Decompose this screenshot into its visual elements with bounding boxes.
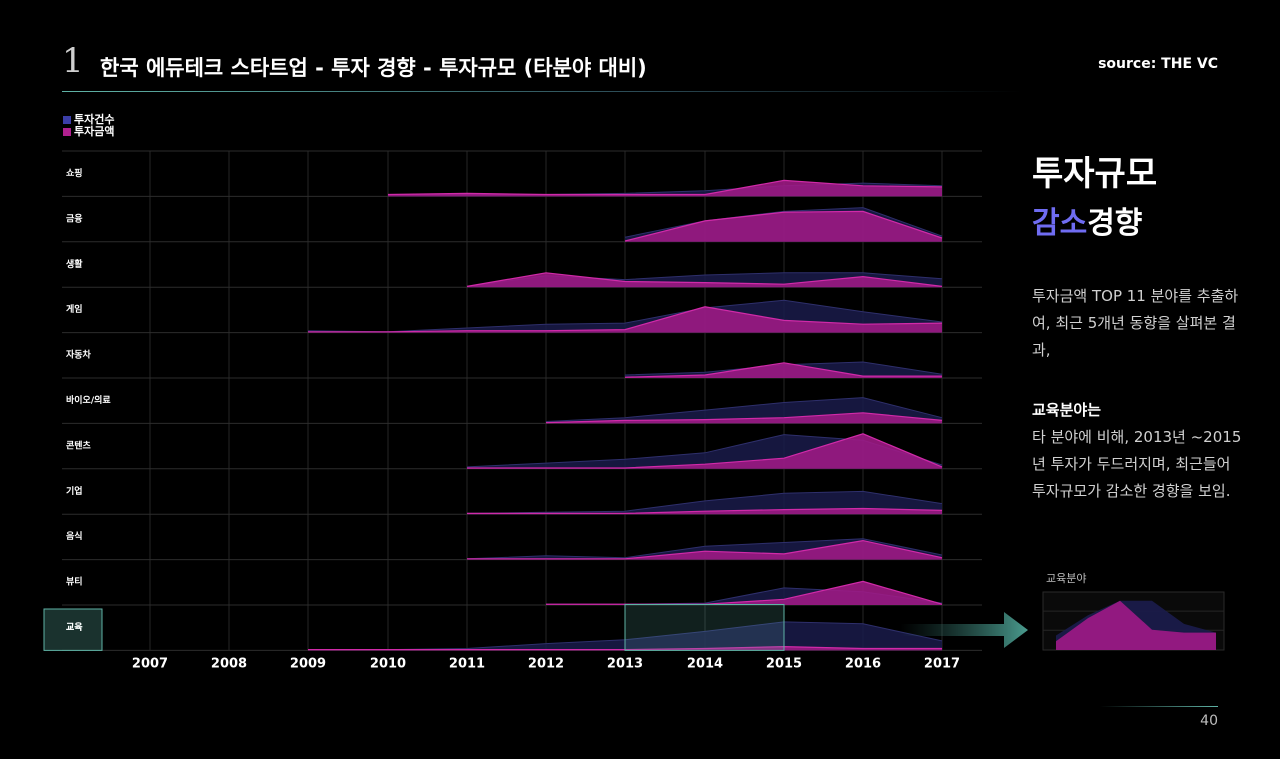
chart-legend: 투자건수 투자금액 (63, 114, 114, 138)
x-tick-label: 2010 (370, 656, 406, 671)
series-count-line-row-5 (545, 397, 943, 422)
series-amount-line-row-3 (308, 306, 943, 333)
x-tick-label: 2014 (687, 656, 723, 671)
series-amount-line-row-5 (545, 412, 943, 424)
row-label: 뷰티 (66, 576, 83, 588)
highlight-range-box (624, 604, 785, 651)
summary-title: 투자규모 (1032, 154, 1158, 194)
pointer-arrow (900, 612, 1028, 648)
series-amount-line-row-2 (466, 272, 943, 287)
series-amount-line-row-0 (387, 179, 943, 196)
row-label: 콘텐츠 (66, 439, 92, 451)
legend-label-count: 투자건수 (74, 113, 115, 126)
series-amount-line-row-6 (467, 433, 943, 469)
x-tick-label: 2011 (449, 656, 485, 671)
series-amount-line-row-7 (467, 507, 943, 514)
series-amount-area-row-0 (388, 180, 942, 197)
x-tick-label: 2015 (766, 656, 802, 671)
x-tick-label: 2008 (211, 656, 247, 671)
x-tick-label: 2016 (845, 656, 881, 671)
series-amount-area-row-9 (546, 581, 942, 605)
row-label-highlight: 교육 (66, 622, 83, 633)
series-amount-area-row-4 (625, 362, 942, 378)
legend-item-amount: 투자금액 (63, 126, 114, 138)
series-count-line-row-3 (307, 299, 943, 333)
series-amount-area-row-8 (467, 540, 942, 560)
footer-divider (1100, 706, 1218, 707)
x-tick-label: 2013 (607, 656, 643, 671)
legend-label-amount: 투자금액 (74, 125, 115, 138)
row-label: 바이오/의료 (66, 394, 111, 406)
x-tick-label: 2009 (290, 656, 326, 671)
highlight-label-box (43, 608, 103, 651)
section-number: 1 (62, 41, 84, 81)
legend-item-count: 투자건수 (63, 114, 114, 126)
row-label: 자동차 (66, 349, 92, 361)
summary-paragraph-2-body: 타 분야에 비해, 2013년 ~2015년 투자가 두드러지며, 최근들어 투… (1032, 428, 1242, 500)
series-amount-area-row-1 (625, 211, 942, 242)
summary-subtitle-rest: 경향 (1087, 206, 1143, 241)
mini-series-amount (1056, 600, 1216, 650)
row-label: 음식 (66, 530, 83, 542)
summary-paragraph-2: 교육분야는 타 분야에 비해, 2013년 ~2015년 투자가 두드러지며, … (1032, 397, 1247, 505)
summary-paragraph-2-heading: 교육분야는 (1032, 401, 1102, 419)
summary-paragraph-1: 투자금액 TOP 11 분야를 추출하여, 최근 5개년 동향을 살펴본 결과, (1032, 287, 1239, 359)
row-label: 쇼핑 (66, 167, 83, 179)
page-title: 한국 에듀테크 스타트업 - 투자 경향 - 투자규모 (타분야 대비) (100, 56, 647, 80)
series-count-line-row-7 (466, 490, 943, 514)
series-amount-area-row-3 (308, 306, 942, 333)
series-amount-line-row-4 (624, 362, 942, 378)
series-amount-line-row-8 (467, 539, 943, 560)
row-label: 교육 (66, 622, 83, 633)
row-label: 기업 (66, 485, 83, 497)
series-amount-area-row-6 (467, 433, 942, 469)
legend-swatch-amount (63, 128, 71, 136)
legend-swatch-count (63, 116, 71, 124)
page-number: 40 (1200, 713, 1218, 729)
x-tick-label: 2007 (132, 656, 168, 671)
source-label: source: THE VC (1098, 56, 1218, 72)
series-count-line-row-8 (466, 538, 943, 560)
row-label: 생활 (66, 258, 83, 270)
summary-subtitle: 감소경향 (1032, 198, 1142, 242)
row-label: 게임 (66, 303, 83, 315)
header-divider (62, 91, 1022, 92)
summary-highlight: 감소 (1032, 206, 1088, 241)
x-tick-label: 2012 (528, 656, 564, 671)
row-label: 금융 (66, 213, 83, 224)
x-tick-label: 2017 (924, 656, 960, 671)
series-amount-line-row-9 (546, 580, 943, 605)
series-amount-line-row-1 (624, 210, 943, 242)
series-amount-area-row-2 (467, 272, 942, 288)
series-count-line-row-1 (624, 207, 943, 238)
mini-chart-title: 교육분야 (1046, 572, 1087, 585)
